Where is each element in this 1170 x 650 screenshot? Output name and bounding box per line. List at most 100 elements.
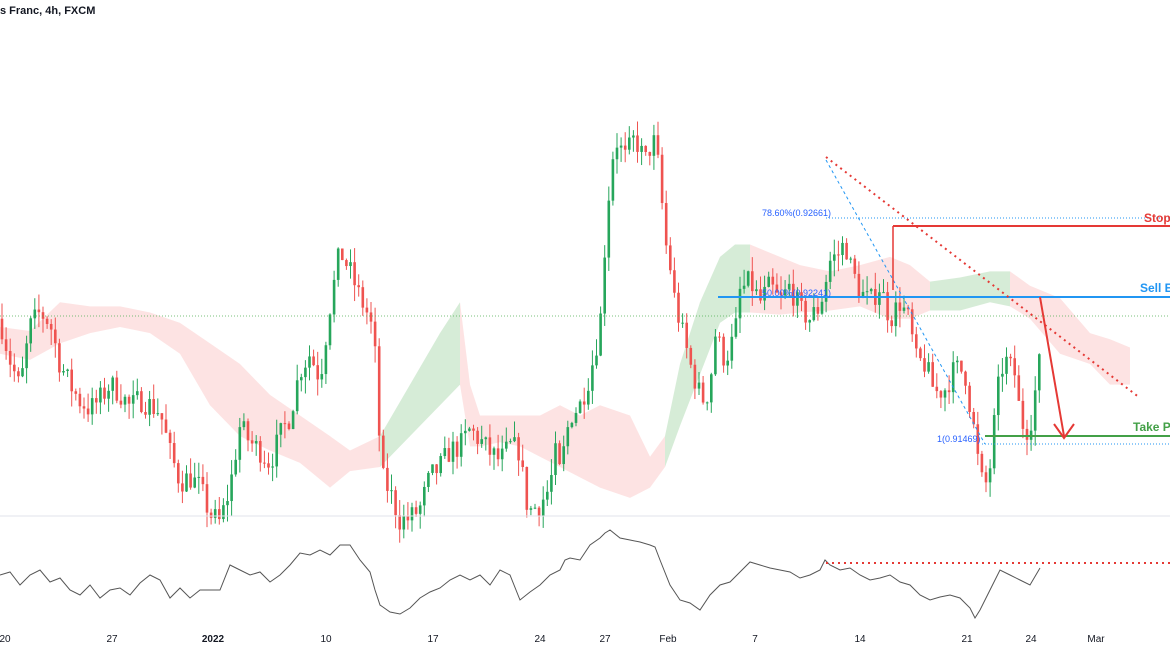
candle-body: [546, 491, 549, 500]
cloud-segment: [650, 436, 665, 488]
candle-body: [828, 260, 832, 282]
candle-body: [95, 398, 98, 403]
candle-body: [898, 302, 902, 311]
candle-body: [525, 466, 529, 510]
candle-body: [767, 276, 770, 287]
candle-body: [956, 360, 959, 363]
cloud-segment: [30, 302, 60, 360]
candle-body: [283, 423, 287, 425]
candle-body: [595, 355, 598, 366]
candle-body: [115, 377, 119, 401]
candle-body: [447, 448, 451, 462]
candle-body: [386, 467, 389, 491]
fib-50-label: 50.00%(0.92241): [762, 288, 831, 298]
candle-body: [693, 364, 697, 389]
candle-body: [41, 312, 45, 319]
candle-body: [484, 437, 488, 440]
sell-entry-label: Sell E: [1140, 281, 1170, 295]
candle-body: [107, 390, 110, 399]
candle-body: [111, 377, 114, 391]
candle-body: [960, 360, 963, 372]
candle-body: [324, 345, 328, 375]
candle-body: [488, 437, 492, 455]
candle-body: [701, 382, 705, 403]
candle-body: [820, 301, 824, 314]
candle-body: [17, 371, 20, 377]
candle-body: [578, 401, 582, 413]
candle-body: [406, 516, 410, 521]
candle-body: [250, 440, 254, 444]
cloud-segment: [1010, 271, 1030, 319]
candle-body: [377, 346, 381, 436]
candle-body: [652, 135, 656, 156]
candle-body: [550, 475, 553, 492]
candle-body: [361, 287, 365, 308]
candle-body: [812, 307, 816, 321]
candle-body: [418, 505, 422, 514]
fib-1-label: 1(0.91469): [937, 434, 981, 444]
cloud-segment: [930, 277, 960, 311]
candle-body: [849, 258, 852, 260]
candle-body: [841, 242, 844, 256]
candle-body: [492, 448, 496, 455]
candle-body: [218, 509, 221, 520]
cloud-segment: [1110, 339, 1130, 385]
candle-body: [160, 413, 164, 420]
candle-body: [746, 271, 750, 286]
candle-body: [611, 159, 615, 201]
candle-body: [857, 273, 861, 298]
candle-body: [607, 200, 611, 258]
candle-body: [988, 468, 992, 483]
candle-body: [537, 507, 541, 516]
candle-body: [58, 343, 61, 373]
candle-body: [365, 307, 369, 313]
cloud-segment: [150, 312, 180, 354]
candle-body: [931, 362, 934, 387]
fib-786-label: 78.60%(0.92661): [762, 208, 831, 218]
candle-body: [1009, 356, 1012, 359]
candle-body: [25, 343, 28, 369]
candle-body: [529, 508, 533, 510]
candle-body: [623, 145, 627, 150]
candle-body: [923, 358, 926, 372]
candle-body: [222, 505, 225, 520]
candle-body: [673, 270, 676, 293]
candle-body: [209, 512, 213, 518]
candle-body: [123, 396, 127, 405]
time-tick-label: Mar: [1087, 634, 1105, 645]
candle-body: [833, 254, 836, 261]
candle-body: [976, 424, 980, 454]
candle-body: [464, 430, 467, 434]
time-tick-label: Feb: [659, 634, 677, 645]
cloud-segment: [300, 415, 330, 488]
annotations: Stop Sell E Take P 78.60%(0.92661) 50.00%(0.…: [0, 156, 1170, 445]
cloud-segment: [210, 343, 240, 437]
candle-body: [804, 300, 807, 323]
candle-body: [275, 434, 278, 467]
candle-body: [156, 413, 160, 415]
candle-body: [533, 507, 537, 509]
candle-body: [271, 466, 274, 468]
candle-body: [837, 254, 840, 256]
candle-body: [759, 289, 762, 301]
candle-body: [644, 145, 647, 152]
candle-body: [345, 260, 348, 267]
cloud-segment: [830, 265, 860, 311]
candle-body: [615, 147, 619, 160]
candle-body: [201, 476, 205, 485]
candle-body: [779, 292, 783, 296]
candle-body: [144, 412, 147, 415]
candle-body: [603, 257, 606, 314]
cloud-segment: [60, 302, 90, 344]
cloud-segment: [180, 322, 210, 406]
candle-body: [640, 145, 643, 152]
candle-body: [349, 262, 352, 267]
candle-body: [808, 320, 811, 323]
candle-body: [263, 462, 266, 464]
candle-body: [312, 356, 315, 366]
candle-body: [943, 390, 947, 398]
candle-body: [431, 464, 434, 473]
rsi-pane: [0, 529, 1170, 620]
time-tick-label: 10: [320, 634, 332, 645]
